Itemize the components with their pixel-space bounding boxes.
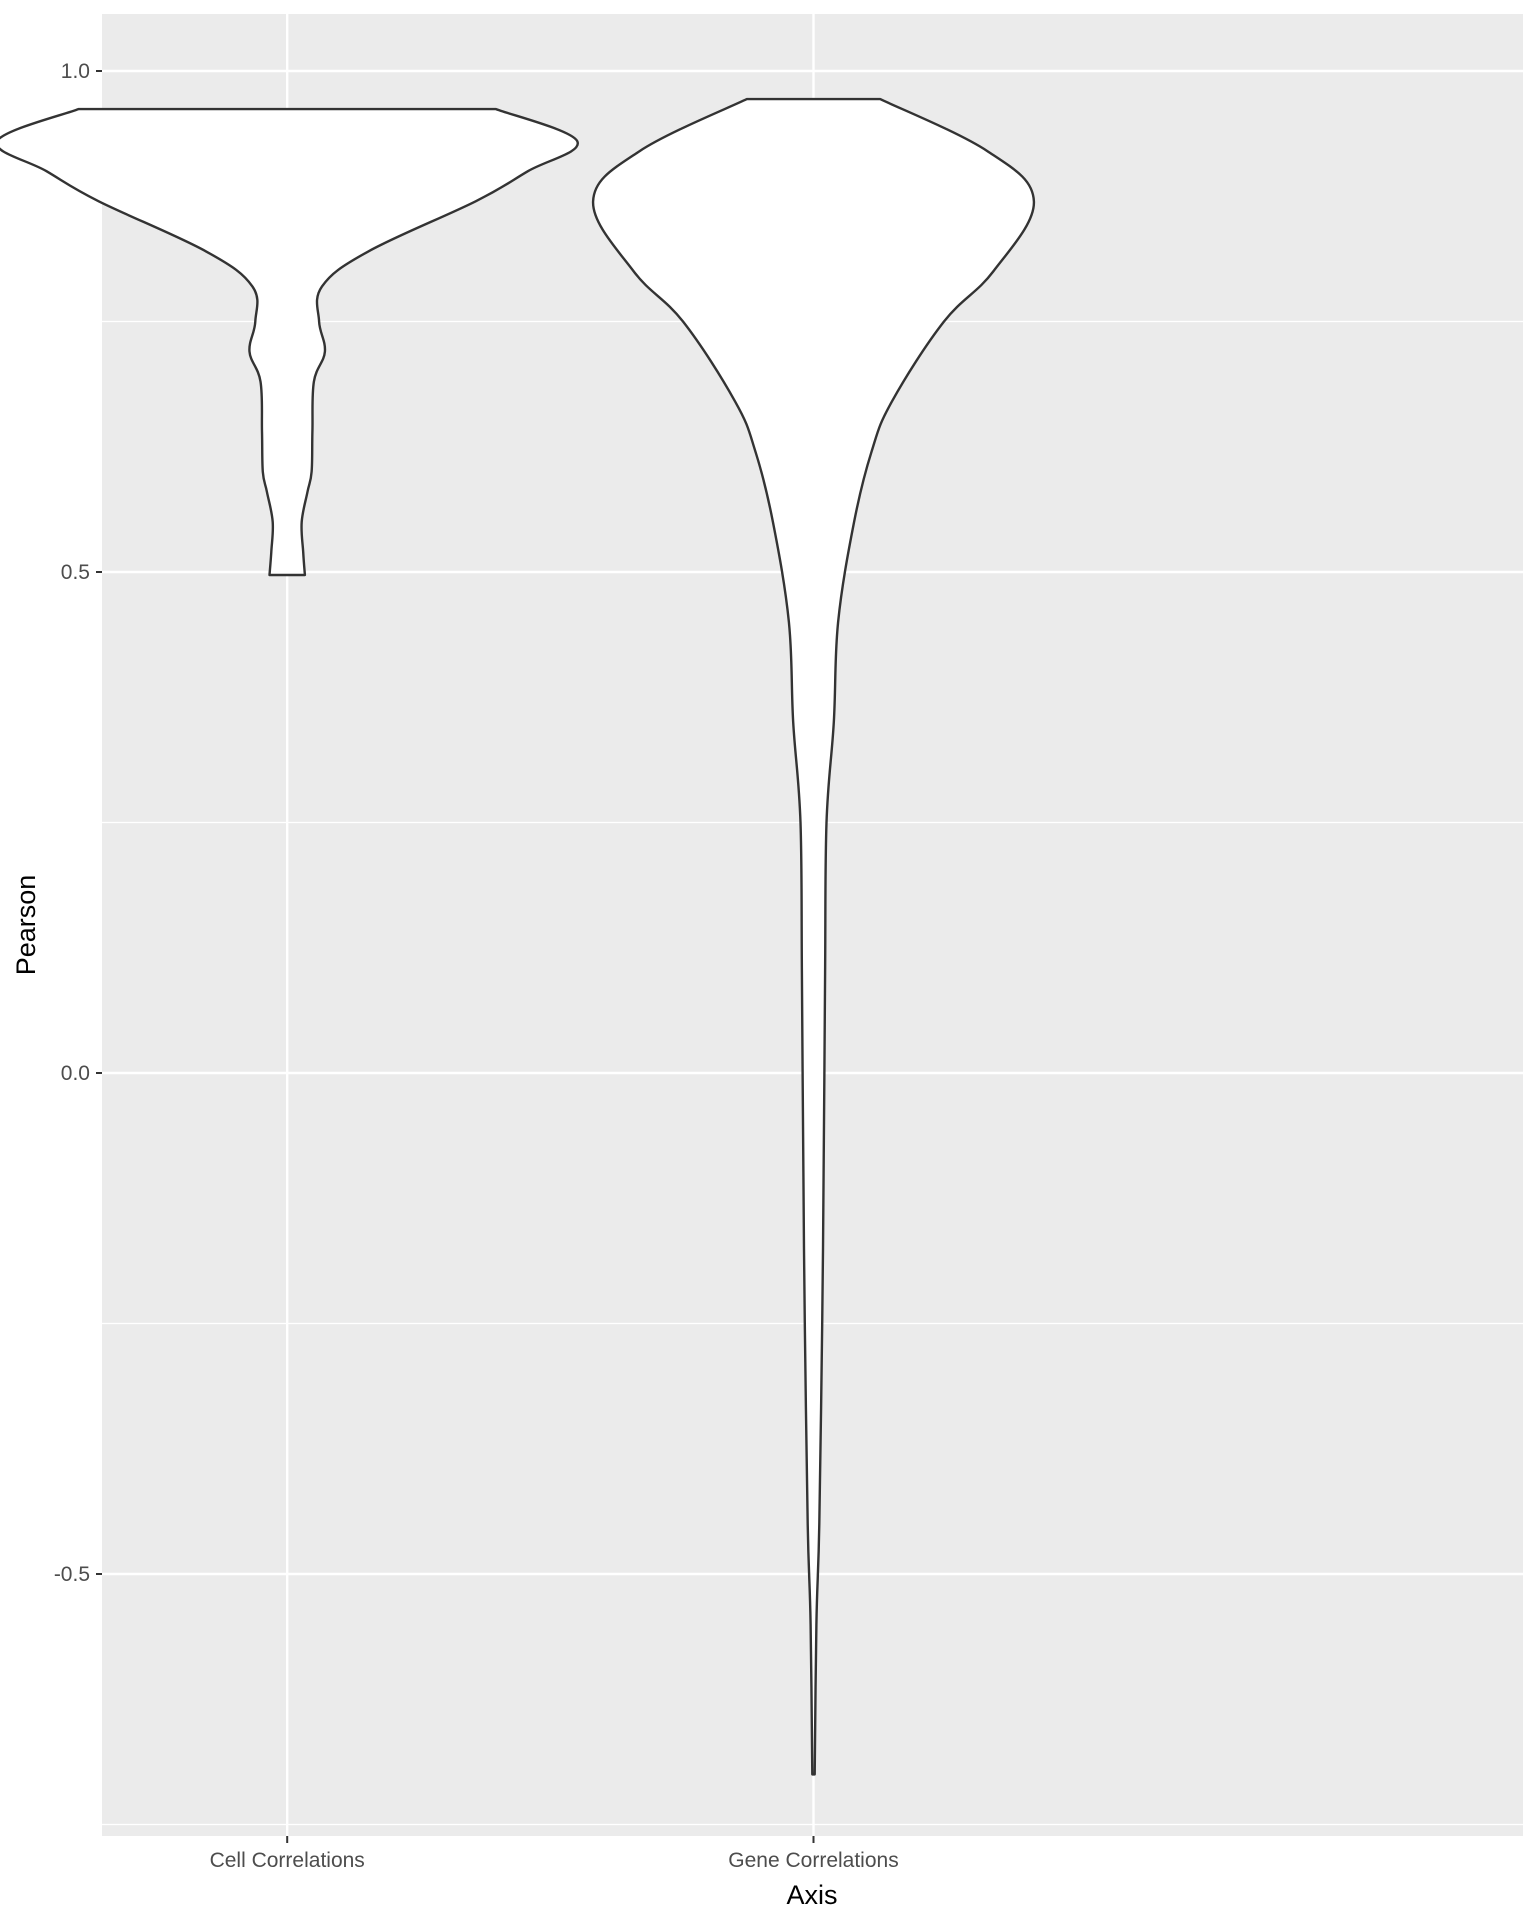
y-tick-label: 1.0: [61, 60, 90, 83]
x-tick-label: Gene Correlations: [728, 1849, 898, 1872]
y-axis: 1.0 0.5 0.0 -0.5: [54, 60, 102, 1586]
x-axis: Cell Correlations Gene Correlations: [210, 1836, 899, 1872]
violin-cell-correlations: [0, 107, 579, 577]
violins: [0, 97, 1036, 1776]
y-tick-label: 0.5: [61, 561, 90, 584]
x-tick-label: Cell Correlations: [210, 1849, 365, 1872]
y-axis-title: Pearson: [11, 875, 41, 976]
y-tick-label: -0.5: [54, 1563, 90, 1586]
violin-gene-correlations: [591, 97, 1036, 1776]
y-tick-label: 0.0: [61, 1062, 90, 1085]
x-axis-title: Axis: [786, 1880, 837, 1910]
